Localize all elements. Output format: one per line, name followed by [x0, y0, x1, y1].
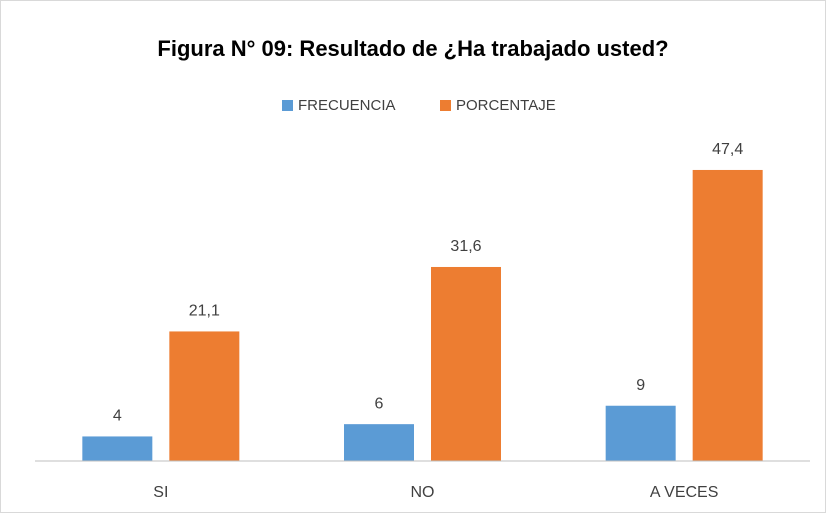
bar: [431, 266, 501, 461]
bar: [169, 331, 240, 461]
chart-title: Figura N° 09: Resultado de ¿Ha trabajado…: [157, 36, 668, 61]
bar: [605, 405, 676, 461]
data-label: 4: [113, 408, 122, 425]
x-tick-label: NO: [411, 484, 435, 501]
legend-swatch: [440, 100, 451, 111]
bar: [344, 424, 414, 461]
x-tick-label: SI: [153, 484, 168, 501]
data-label: 21,1: [189, 303, 220, 320]
data-label: 9: [636, 377, 645, 394]
data-label: 47,4: [712, 141, 743, 158]
data-label: 6: [375, 395, 384, 412]
x-tick-label: A VECES: [650, 484, 718, 501]
bar: [82, 436, 153, 461]
bar: [692, 169, 763, 462]
legend-swatch: [282, 100, 293, 111]
legend-label: FRECUENCIA: [298, 97, 396, 114]
legend-label: PORCENTAJE: [456, 97, 556, 114]
data-label: 31,6: [450, 238, 481, 255]
